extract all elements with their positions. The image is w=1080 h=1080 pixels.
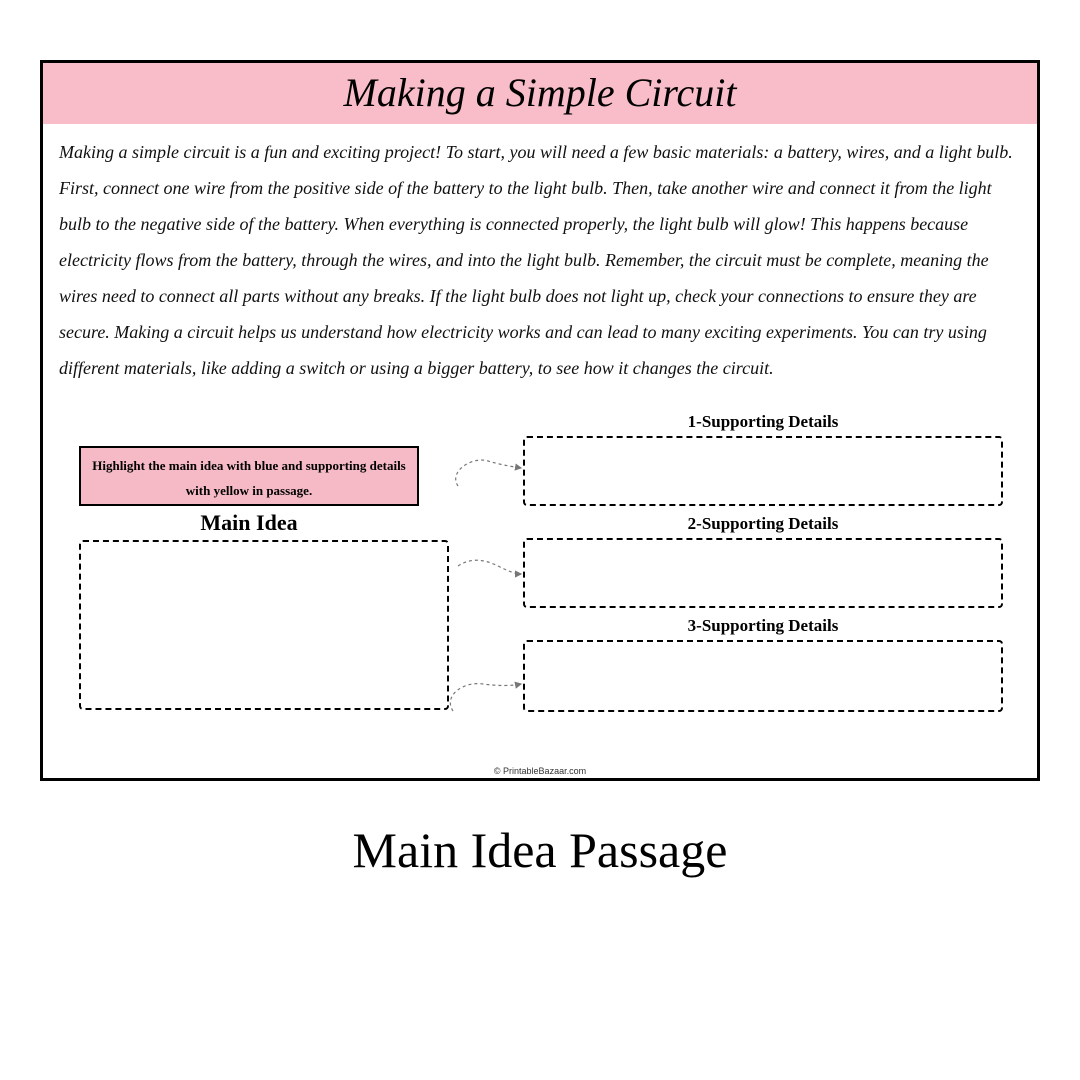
title-bar: Making a Simple Circuit bbox=[43, 63, 1037, 124]
main-idea-input-box[interactable] bbox=[79, 540, 449, 710]
supporting-detail-1-label: 1-Supporting Details bbox=[523, 412, 1003, 432]
main-idea-label: Main Idea bbox=[79, 510, 419, 536]
instruction-box: Highlight the main idea with blue and su… bbox=[79, 446, 419, 506]
worksheet-title: Making a Simple Circuit bbox=[43, 69, 1037, 116]
supporting-detail-3-label: 3-Supporting Details bbox=[523, 616, 1003, 636]
graphic-organizer: Highlight the main idea with blue and su… bbox=[43, 406, 1037, 766]
supporting-detail-1-box[interactable] bbox=[523, 436, 1003, 506]
supporting-detail-2-label: 2-Supporting Details bbox=[523, 514, 1003, 534]
passage-text: Making a simple circuit is a fun and exc… bbox=[43, 124, 1037, 398]
footer-credit: © PrintableBazaar.com bbox=[43, 766, 1037, 778]
page-caption: Main Idea Passage bbox=[353, 821, 728, 879]
worksheet-container: Making a Simple Circuit Making a simple … bbox=[40, 60, 1040, 781]
supporting-detail-2-box[interactable] bbox=[523, 538, 1003, 608]
supporting-detail-3-box[interactable] bbox=[523, 640, 1003, 712]
